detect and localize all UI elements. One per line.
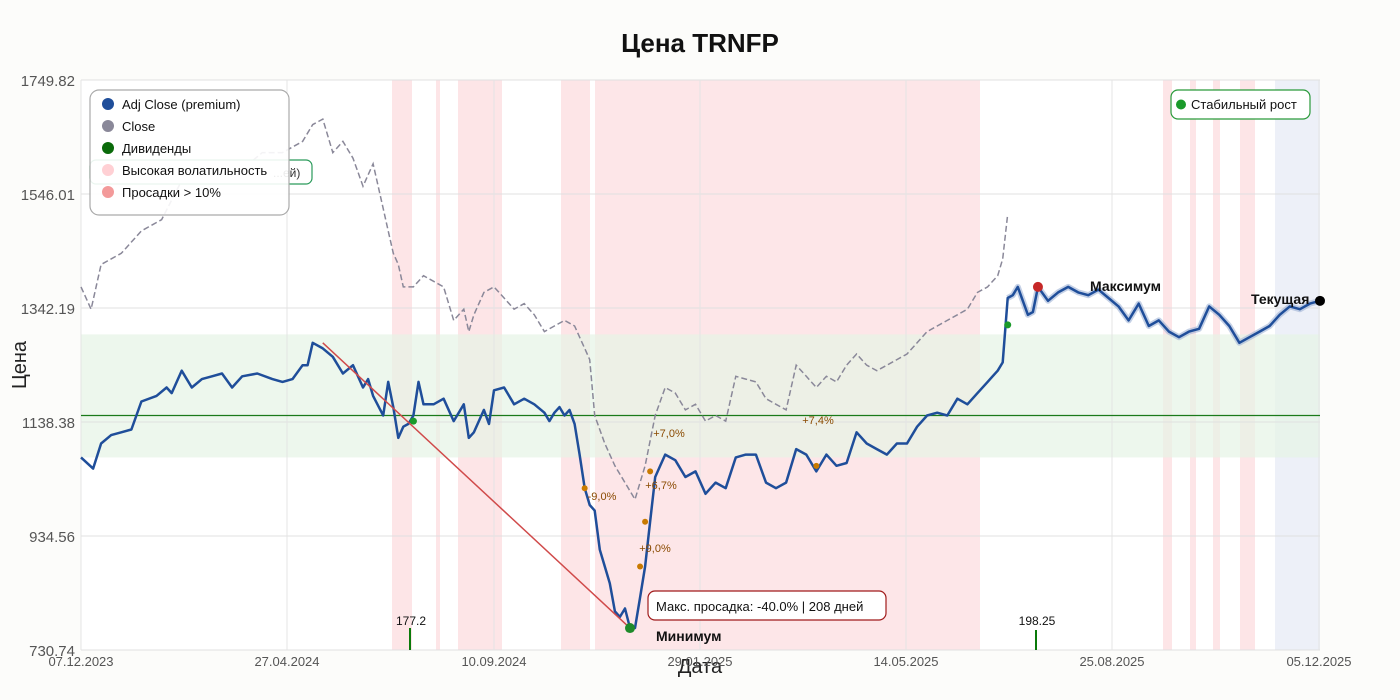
swing-point [813,462,820,469]
x-tick-label: 05.12.2025 [1286,654,1351,669]
drawdown-label: Макс. просадка: -40.0% | 208 дней [656,599,863,614]
minimum-label: Минимум [656,628,721,644]
legend-marker-close [102,120,114,132]
swing-labels: -9,0% +7,0% +6,7% +9,0% +7,4% [588,415,834,555]
stable-growth-dot [1176,99,1186,110]
x-tick-label: 07.12.2023 [48,654,113,669]
x-tick-label: 14.05.2025 [873,654,938,669]
drawdown-box [647,590,887,621]
current-label: Текущая [1251,291,1309,307]
swing-label: +7,4% [802,415,834,427]
dividend-point [409,417,417,425]
swing-label: +7,0% [653,428,685,440]
max-drawdown-line [322,342,631,629]
stable-growth-box [1170,89,1311,120]
swing-point [647,468,654,475]
x-tick-label: 25.08.2025 [1079,654,1144,669]
x-tick-label: 10.09.2024 [461,654,526,669]
chart-title: Цена TRNFP [621,28,779,58]
legend-marker-drawdowns [102,186,114,198]
dividend-value-label: 198.25 [1019,614,1056,628]
legend-marker-volatility [102,164,114,176]
x-tick-labels: 07.12.2023 27.04.2024 10.09.2024 29.01.2… [48,654,1351,669]
legend-box [89,89,290,216]
legend-label-drawdowns: Просадки > 10% [122,185,221,200]
x-tick-label: 27.04.2024 [254,654,319,669]
maximum-point [1032,281,1043,292]
y-tick-label: 1546.01 [21,187,75,204]
y-tick-label: 1138.38 [22,415,75,432]
current-point [1315,295,1325,306]
x-tick-label: 29.01.2025 [667,654,732,669]
legend-marker-dividends [102,142,114,154]
y-tick-label: 1342.19 [21,301,75,318]
maximum-label: Максимум [1090,278,1161,294]
swing-label: +6,7% [645,480,677,492]
y-tick-label: 730.74 [29,643,75,660]
swing-point [642,518,649,525]
legend-label-dividends: Дивиденды [122,141,191,156]
y-tick-label: 1749.82 [21,73,75,90]
dividend-point [1004,321,1012,329]
x-axis-title: Дата [678,656,723,678]
max-drawdown-callout: Макс. просадка: -40.0% | 208 дней [647,590,887,621]
legend-marker-adj-close [102,98,114,110]
swing-label: +9,0% [639,543,671,555]
legend-label-volatility: Высокая волатильность [122,163,267,178]
dividend-value-label: 177.2 [396,614,426,628]
adj-close-series-line [80,285,1321,630]
swing-point [581,485,588,492]
close-series-line [80,117,1009,502]
grid-lines [80,79,1320,651]
stable-growth-badge: Стабильный рост [1170,89,1311,120]
swing-label: -9,0% [588,491,617,503]
swing-point [637,563,644,570]
minimum-point [624,623,635,634]
y-axis-title: Цена [9,340,31,389]
y-tick-labels: 1749.82 1546.01 1342.19 1138.38 934.56 7… [21,73,75,660]
legend-label-close: Close [122,119,155,134]
dividend-markers: 177.2 198.25 [396,614,1056,650]
stable-growth-label: Стабильный рост [1191,97,1297,112]
chart-markers [409,281,1325,634]
legend: Adj Close (premium) Close Дивиденды Высо… [89,89,290,216]
y-tick-label: 934.56 [29,529,75,546]
legend-label-adj-close: Adj Close (premium) [122,97,240,112]
